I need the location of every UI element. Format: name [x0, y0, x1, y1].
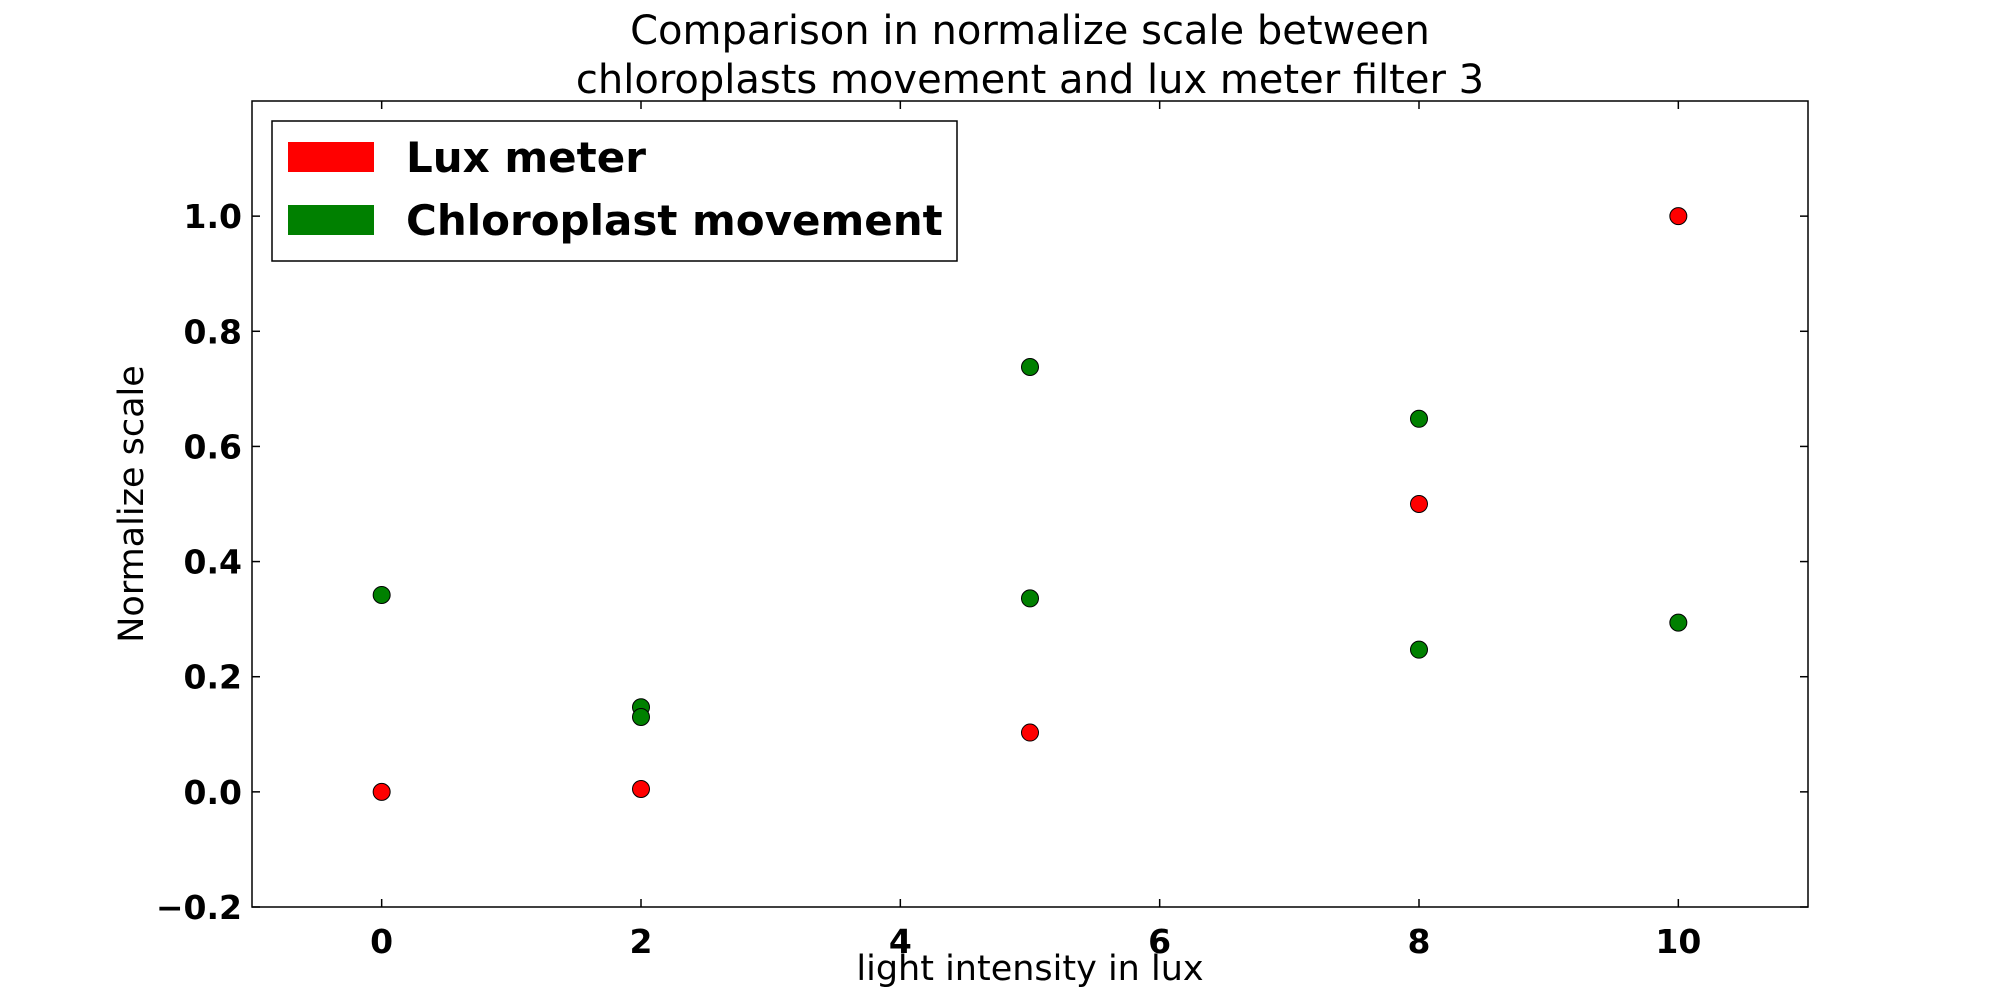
- data-point-lux-meter: [632, 779, 650, 798]
- data-point-chloroplast-movement: [1669, 613, 1688, 632]
- legend-swatch-chloroplast-movement: [288, 205, 374, 235]
- data-points: [372, 207, 1688, 801]
- y-tick-label: 1.0: [184, 197, 242, 236]
- y-axis: −0.2 0.0 0.2 0.4 0.6 0.8 1.0: [156, 197, 1808, 927]
- data-point-chloroplast-movement: [1410, 640, 1428, 659]
- data-point-lux-meter: [1021, 723, 1039, 742]
- chart-title-line-2: chloroplasts movement and lux meter filt…: [576, 57, 1484, 103]
- legend: Lux meter Chloroplast movement: [271, 120, 958, 262]
- x-tick-label: 8: [1408, 922, 1431, 961]
- x-tick-label: 0: [370, 922, 393, 961]
- data-point-chloroplast-movement: [1021, 357, 1039, 376]
- y-tick-label: 0.0: [184, 773, 242, 812]
- x-tick-label: 2: [630, 922, 653, 961]
- x-tick-label: 4: [889, 922, 912, 961]
- data-point-lux-meter: [372, 782, 391, 801]
- x-tick-label: 10: [1655, 922, 1701, 961]
- y-tick-label: −0.2: [156, 888, 242, 927]
- data-point-chloroplast-movement: [1021, 589, 1039, 608]
- y-tick-label: 0.8: [184, 312, 242, 351]
- legend-label-chloroplast-movement: Chloroplast movement: [406, 196, 943, 245]
- x-axis: 0 2 4 6 8 10: [370, 101, 1701, 961]
- y-tick-label: 0.6: [184, 427, 242, 466]
- legend-swatch-lux-meter: [288, 142, 374, 172]
- x-axis-label: light intensity in lux: [856, 949, 1203, 989]
- data-point-lux-meter: [1669, 207, 1688, 226]
- legend-label-lux-meter: Lux meter: [406, 133, 646, 182]
- data-point-chloroplast-movement: [632, 708, 650, 727]
- data-point-lux-meter: [1410, 495, 1428, 513]
- x-tick-label: 6: [1148, 922, 1171, 961]
- y-axis-label: Normalize scale: [112, 365, 152, 643]
- legend-box: [271, 120, 958, 262]
- chart-title-line-1: Comparison in normalize scale between: [630, 8, 1430, 54]
- y-tick-label: 0.2: [184, 658, 242, 697]
- data-point-chloroplast-movement: [372, 585, 391, 604]
- data-point-chloroplast-movement: [1410, 409, 1428, 428]
- y-tick-label: 0.4: [184, 543, 242, 582]
